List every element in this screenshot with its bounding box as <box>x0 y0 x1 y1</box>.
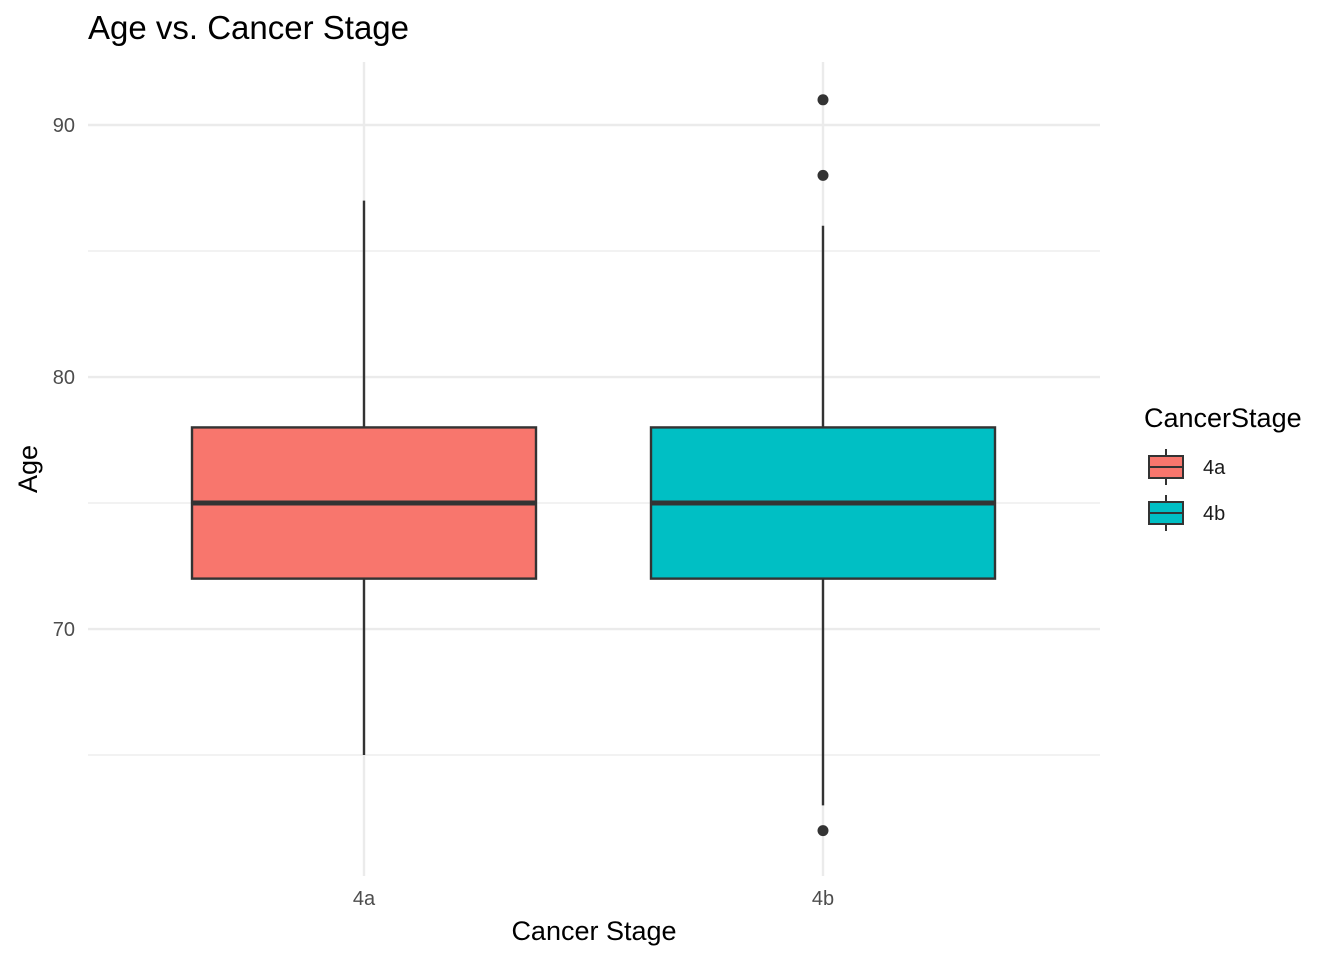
y-tick-label: 70 <box>53 619 75 641</box>
legend-label-4b: 4b <box>1203 503 1225 525</box>
y-tick-label: 80 <box>53 367 75 389</box>
x-tick-label: 4a <box>353 888 376 910</box>
mark-layer <box>190 94 997 837</box>
chart-title: Age vs. Cancer Stage <box>88 9 409 46</box>
legend-label-4a: 4a <box>1203 457 1226 479</box>
x-tick-label: 4b <box>812 888 834 910</box>
legend-title: CancerStage <box>1144 403 1302 433</box>
y-axis-title: Age <box>13 445 43 493</box>
y-tick-label: 90 <box>53 115 75 137</box>
x-axis-title: Cancer Stage <box>511 916 676 946</box>
legend-entries: 4a 4b <box>1148 449 1226 531</box>
tick-layer: 70 80 90 4a 4b <box>53 115 834 910</box>
outlier-point <box>817 94 829 106</box>
outlier-point <box>817 169 829 181</box>
outlier-point <box>817 825 829 837</box>
legend: CancerStage 4a 4b <box>1144 403 1302 531</box>
